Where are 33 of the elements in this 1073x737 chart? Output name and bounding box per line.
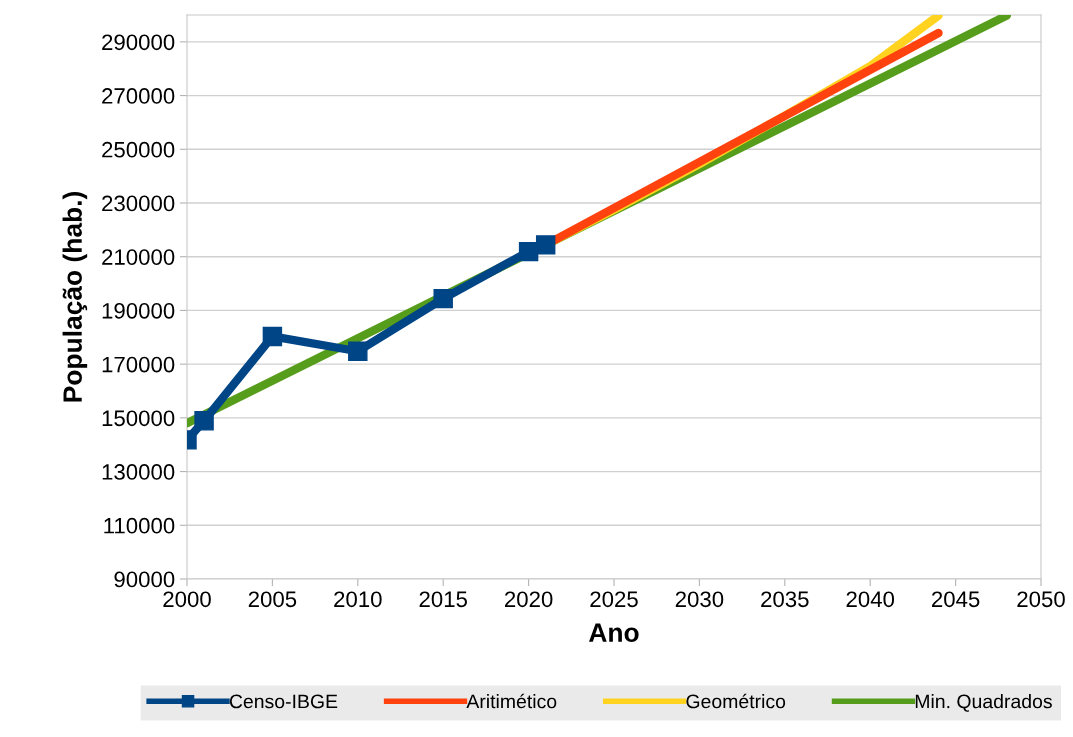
point [348, 341, 368, 361]
point [194, 411, 214, 431]
y-tick-label: 190000 [102, 302, 175, 319]
y-tick-label: 230000 [102, 195, 175, 212]
y-tick-label: 210000 [102, 249, 175, 265]
y-tick-label: 150000 [102, 410, 175, 427]
point [262, 326, 283, 347]
point [433, 288, 453, 309]
x-tick-label: 2020 [505, 591, 553, 608]
point [535, 235, 556, 255]
legend-label: Aritimético [466, 693, 557, 709]
y-axis-title: População (hab.) [62, 192, 88, 402]
x-tick-label: 2025 [590, 591, 638, 608]
legend-label: Geométrico [686, 693, 786, 709]
x-tick-label: 2045 [932, 591, 980, 608]
x-tick-label: 2000 [163, 591, 211, 608]
y-tick-label: 170000 [102, 356, 175, 373]
x-tick-label: 2030 [675, 591, 724, 608]
x-axis-title: Ano [589, 623, 639, 643]
x-tick-label: 2035 [761, 591, 809, 608]
x-tick-label: 2050 [1017, 591, 1065, 608]
x-tick-label: 2010 [334, 591, 382, 608]
y-tick-label: 110000 [104, 517, 175, 534]
y-tick-label: 250000 [102, 141, 175, 158]
y-tick-label: 270000 [102, 88, 175, 104]
x-tick-label: 2040 [846, 591, 895, 608]
y-tick-label: 90000 [114, 571, 175, 588]
x-tick-label: 2015 [419, 591, 467, 608]
legend-label: Censo-IBGE [229, 694, 338, 709]
y-tick-label: 130000 [102, 464, 175, 480]
x-tick-label: 2005 [248, 591, 297, 608]
legend-label: Min. Quadrados [915, 694, 1052, 712]
y-tick-label: 290000 [102, 34, 175, 51]
